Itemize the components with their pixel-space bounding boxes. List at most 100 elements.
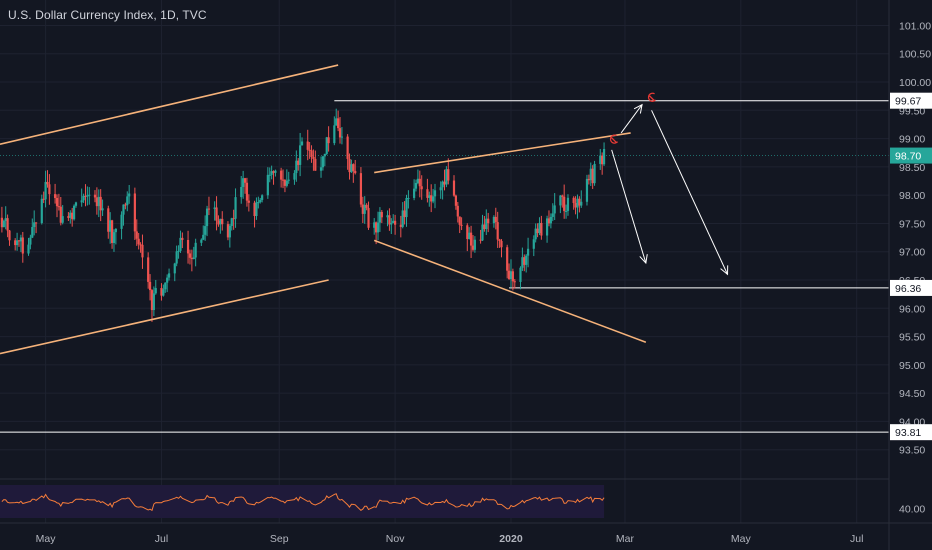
candle-body <box>553 205 556 214</box>
candle-body <box>219 218 222 225</box>
candle-body <box>245 182 249 201</box>
candle-body <box>300 141 304 146</box>
candle-body <box>405 197 408 218</box>
candle-body <box>204 226 207 235</box>
candle-body <box>135 231 138 239</box>
candle-body <box>593 163 596 184</box>
candle-body <box>261 195 264 200</box>
candle-body <box>285 180 288 186</box>
candle-body <box>232 218 235 220</box>
candle-body <box>179 237 182 251</box>
y-tick-label: 100.00 <box>899 77 931 89</box>
candle-body <box>259 199 262 203</box>
level-label-box <box>890 424 932 441</box>
candle-body <box>164 282 167 290</box>
candle-body <box>471 245 475 250</box>
target-marker-2 <box>647 92 657 102</box>
trend-drawings <box>0 64 729 355</box>
candle-body <box>226 224 230 238</box>
candle-body <box>483 224 486 230</box>
candle-body <box>48 184 51 195</box>
candle-body <box>141 244 144 258</box>
candle-body <box>139 244 142 246</box>
candle-body <box>523 257 526 265</box>
candle-body <box>160 288 163 296</box>
candle-body <box>521 257 524 268</box>
x-tick-label: May <box>731 533 752 545</box>
current-price-box <box>890 147 932 164</box>
candle-body <box>513 281 516 283</box>
candle-body <box>281 179 285 181</box>
candle-body <box>242 178 245 187</box>
candle-body <box>253 202 256 217</box>
candle-body <box>310 150 313 157</box>
candle-body <box>55 197 59 207</box>
time-axis[interactable]: May Jul Sep Nov 2020 Mar May Jul <box>0 522 932 545</box>
candle-body <box>173 263 176 274</box>
candle-body <box>268 174 271 176</box>
candle-body <box>375 222 378 233</box>
candle-body <box>150 290 154 311</box>
candle-body <box>166 277 169 283</box>
candle-body <box>599 155 602 164</box>
trendline-wedge-upper <box>374 132 631 174</box>
candle-body <box>492 216 495 224</box>
candle-body <box>456 205 459 217</box>
candle-body <box>399 224 402 227</box>
candle-body <box>74 202 78 206</box>
candle-body <box>88 194 91 196</box>
candle-body <box>240 186 243 198</box>
rsi-tick-label: 40.00 <box>899 504 925 516</box>
candle-body <box>426 189 429 198</box>
candle-body <box>563 196 566 212</box>
candle-body <box>413 188 416 198</box>
candle-body <box>97 196 100 207</box>
candle-body <box>95 197 98 207</box>
candle-body <box>152 293 155 311</box>
trendline-wedge-lower <box>373 239 647 343</box>
candle-body <box>401 210 404 227</box>
candle-body <box>221 218 224 225</box>
arrow-head-projection-up <box>633 103 643 114</box>
candle-body <box>82 195 85 201</box>
candle-body <box>272 171 275 173</box>
candle-body <box>21 237 24 254</box>
candle-body <box>441 181 444 188</box>
candle-body <box>549 216 552 224</box>
candle-body <box>576 198 579 208</box>
candle-body <box>215 207 218 221</box>
candle-body <box>128 193 131 197</box>
candle-body <box>192 257 195 260</box>
candle-body <box>107 208 110 232</box>
candle-body <box>255 202 258 217</box>
candle-body <box>217 220 220 225</box>
candle-body <box>167 273 171 278</box>
candle-body <box>114 228 117 233</box>
candle-body <box>293 173 296 180</box>
current-price-label: 98.70 <box>895 151 921 163</box>
candle-body <box>338 128 342 138</box>
candle-body <box>29 237 32 245</box>
arrow-head-projection-down-short <box>639 254 648 265</box>
candle-body <box>564 210 568 212</box>
rsi-panel <box>0 478 889 518</box>
price-axis[interactable]: 101.00100.50100.0099.5099.0098.5098.0097… <box>888 0 932 550</box>
candle-body <box>177 250 180 252</box>
candle-body <box>147 257 150 282</box>
candle-body <box>190 257 193 260</box>
candle-body <box>367 207 370 228</box>
level-label-box <box>890 92 932 109</box>
candle-body <box>452 180 456 196</box>
y-tick-label: 94.50 <box>899 388 925 400</box>
target-marker-1 <box>609 134 619 144</box>
candle-body <box>17 240 21 242</box>
candle-body <box>8 230 11 241</box>
candle-body <box>34 222 38 224</box>
candle-body <box>33 222 36 228</box>
candle-body <box>407 197 410 199</box>
candle-body <box>363 204 366 214</box>
candle-body <box>319 167 323 171</box>
candle-body <box>42 198 45 200</box>
